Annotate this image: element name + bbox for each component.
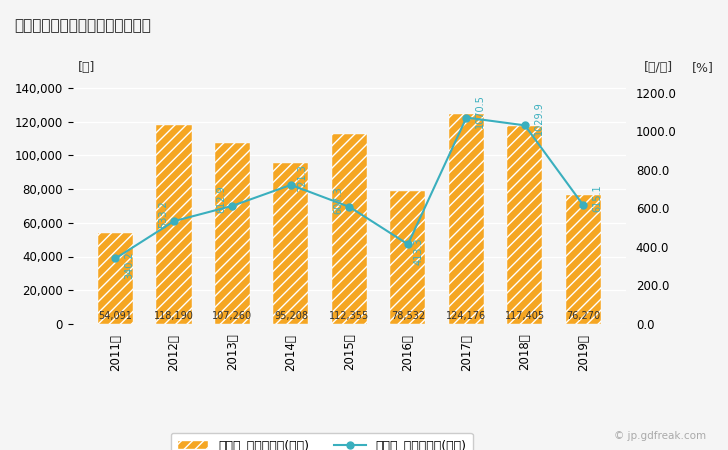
Bar bbox=[215, 143, 250, 324]
Text: 533.2: 533.2 bbox=[158, 200, 168, 228]
Bar bbox=[98, 233, 133, 324]
Text: 721.3: 721.3 bbox=[297, 164, 307, 192]
Text: 78,532: 78,532 bbox=[391, 311, 425, 321]
Text: 117,405: 117,405 bbox=[505, 311, 545, 321]
Bar bbox=[566, 195, 601, 324]
Text: 非木造建築物の床面積合計の推移: 非木造建築物の床面積合計の推移 bbox=[15, 18, 151, 33]
Bar bbox=[390, 192, 425, 324]
Text: 607.3: 607.3 bbox=[333, 186, 344, 214]
Text: 124,176: 124,176 bbox=[446, 311, 486, 321]
Text: 112,355: 112,355 bbox=[329, 311, 370, 321]
Bar bbox=[332, 135, 367, 324]
Text: 612.9: 612.9 bbox=[216, 185, 226, 213]
Text: 76,270: 76,270 bbox=[566, 311, 601, 321]
Text: 340.2: 340.2 bbox=[124, 252, 135, 279]
Text: [%]: [%] bbox=[692, 61, 713, 74]
Text: 615.1: 615.1 bbox=[593, 184, 602, 212]
Bar bbox=[449, 114, 484, 324]
Text: 118,190: 118,190 bbox=[154, 311, 194, 321]
Text: [㎡]: [㎡] bbox=[78, 61, 95, 74]
Text: 54,091: 54,091 bbox=[98, 311, 132, 321]
Legend: 非木造_床面積合計(左軸), 非木造_平均床面積(右軸): 非木造_床面積合計(左軸), 非木造_平均床面積(右軸) bbox=[171, 432, 472, 450]
Bar bbox=[274, 163, 309, 324]
Text: © jp.gdfreak.com: © jp.gdfreak.com bbox=[614, 431, 706, 441]
Text: 1070.5: 1070.5 bbox=[475, 94, 486, 127]
Text: 1029.9: 1029.9 bbox=[534, 102, 544, 135]
Text: 413.3: 413.3 bbox=[414, 238, 424, 265]
Bar bbox=[507, 126, 542, 324]
Text: 107,260: 107,260 bbox=[213, 311, 253, 321]
Bar bbox=[157, 125, 191, 324]
Text: [㎡/棟]: [㎡/棟] bbox=[644, 61, 673, 74]
Text: 95,208: 95,208 bbox=[274, 311, 308, 321]
